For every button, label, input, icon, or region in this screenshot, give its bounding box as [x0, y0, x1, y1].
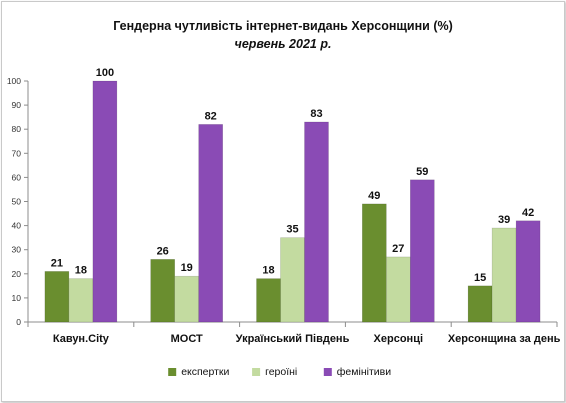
y-tick-label: 20 — [12, 269, 22, 279]
bar-експертки-0 — [44, 271, 70, 323]
legend-label: експертки — [181, 366, 229, 378]
x-tick-label: Кавун.City — [53, 333, 110, 345]
bar-героїні-0 — [68, 278, 94, 323]
y-tick-label: 100 — [7, 76, 21, 86]
bar-експертки-1 — [150, 259, 175, 323]
x-tick-label: Український Південь — [236, 333, 350, 345]
x-tick-label: Херсонці — [374, 333, 423, 345]
data-label: 18 — [75, 265, 87, 277]
y-tick-label: 10 — [12, 293, 22, 303]
bar-героїні-2 — [280, 237, 305, 323]
legend-label: героїні — [265, 366, 297, 378]
bar-героїні-1 — [174, 275, 199, 323]
chart-title: Гендерна чутливість інтернет-видань Херс… — [113, 19, 453, 33]
bar-фемінітиви-2 — [304, 121, 329, 323]
data-label: 27 — [392, 243, 404, 255]
bar-експертки-3 — [361, 203, 387, 323]
data-label: 39 — [498, 214, 510, 226]
chart-subtitle: червень 2021 р. — [234, 37, 332, 51]
bar-фемінітиви-4 — [515, 220, 541, 323]
data-label: 35 — [286, 224, 298, 236]
y-tick-label: 80 — [12, 124, 22, 134]
y-tick-label: 60 — [12, 172, 22, 182]
x-tick-label: Херсонщина за день — [448, 333, 561, 345]
bar-фемінітиви-3 — [409, 179, 435, 323]
data-label: 49 — [368, 190, 380, 202]
bar-фемінітиви-0 — [92, 80, 118, 323]
legend-swatch — [323, 368, 332, 376]
y-tick-label: 0 — [16, 317, 21, 327]
data-label: 42 — [522, 207, 534, 219]
data-label: 100 — [96, 67, 114, 79]
y-tick-label: 30 — [12, 245, 22, 255]
data-label: 15 — [474, 272, 486, 284]
y-tick-label: 50 — [12, 197, 22, 207]
legend-label: фемінітиви — [337, 366, 391, 378]
data-label: 26 — [157, 245, 169, 257]
bar-героїні-3 — [385, 256, 411, 323]
y-tick-label: 90 — [12, 100, 22, 110]
bar-героїні-4 — [491, 227, 517, 323]
data-label: 18 — [262, 265, 274, 277]
bar-експертки-2 — [256, 278, 281, 323]
y-tick-label: 40 — [12, 221, 22, 231]
legend-swatch — [252, 368, 261, 376]
data-label: 59 — [416, 166, 428, 178]
data-label: 21 — [51, 257, 63, 269]
x-tick-label: МОСТ — [171, 333, 203, 345]
data-label: 83 — [310, 108, 322, 120]
legend-swatch — [168, 368, 177, 376]
data-label: 82 — [205, 110, 217, 122]
bar-фемінітиви-1 — [198, 124, 223, 323]
bar-експертки-4 — [467, 285, 493, 323]
y-tick-label: 70 — [12, 148, 22, 158]
data-label: 19 — [181, 262, 193, 274]
